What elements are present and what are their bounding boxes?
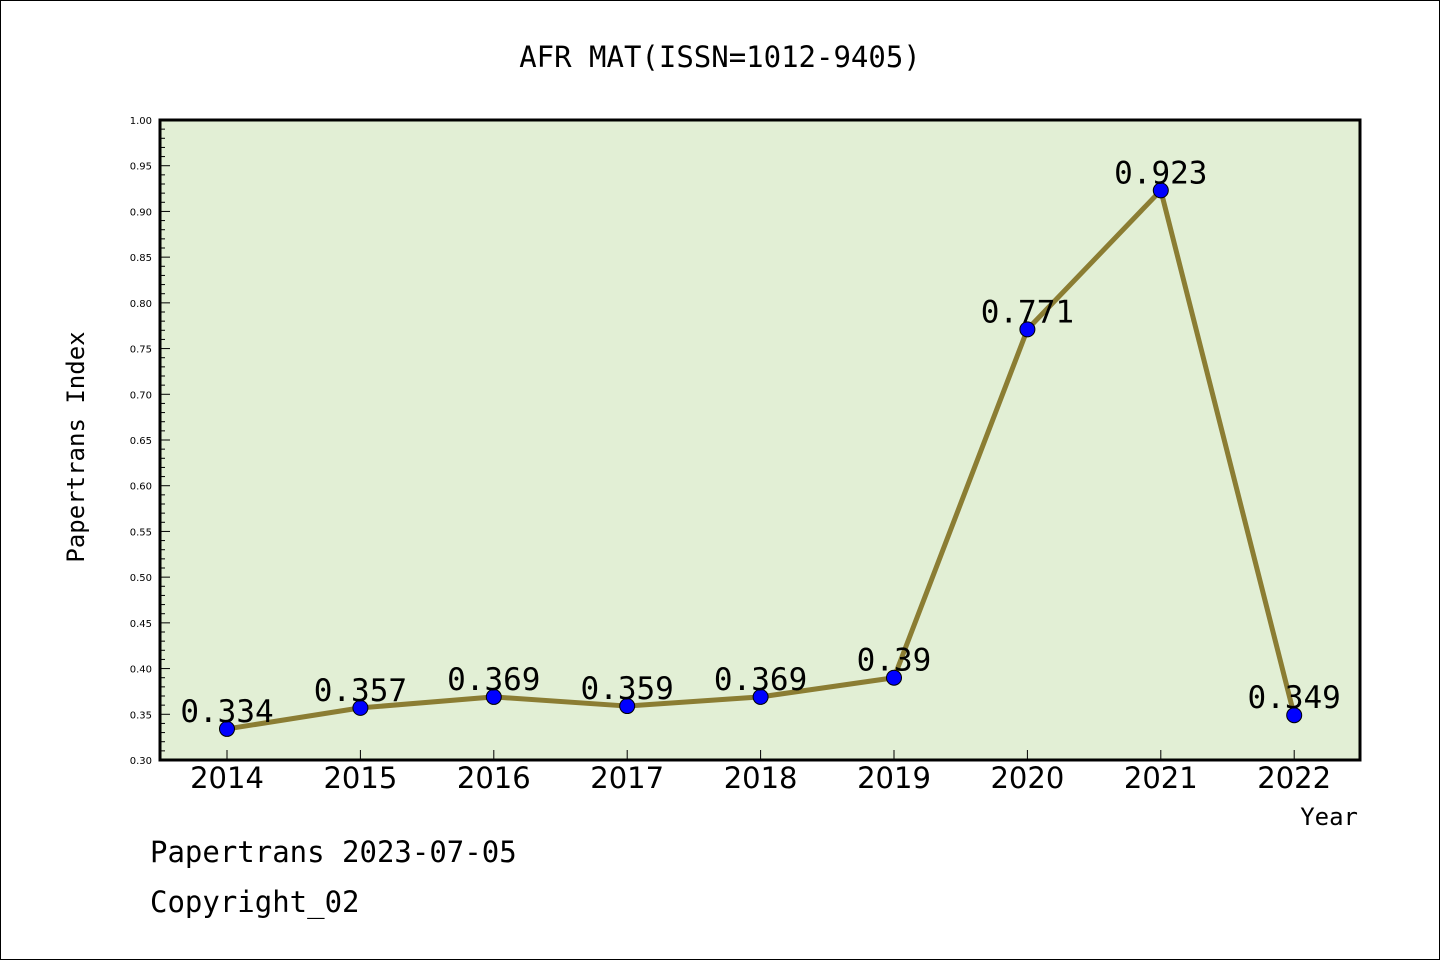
x-axis-label: Year	[1300, 803, 1358, 831]
data-point-2017	[619, 698, 636, 715]
x-tick-label: 2020	[990, 761, 1064, 795]
data-point-2018	[752, 688, 769, 705]
data-point-2016	[485, 688, 502, 705]
data-label-2018: 0.369	[714, 662, 807, 698]
footer-date: Papertrans 2023-07-05	[150, 835, 517, 869]
plot-area	[160, 120, 1360, 760]
y-axis-label: Papertrans Index	[62, 331, 90, 562]
y-tick-label: 0.50	[130, 573, 152, 584]
y-tick-label: 0.70	[130, 390, 152, 401]
footer-copyright: Copyright_02	[150, 885, 360, 919]
y-tick-label: 0.80	[130, 299, 152, 310]
data-label-2016: 0.369	[447, 662, 540, 698]
data-point-2022	[1286, 707, 1303, 724]
y-tick-label: 0.60	[130, 482, 152, 493]
series-papertrans-index	[219, 182, 1303, 737]
data-point-2014	[219, 720, 235, 737]
y-tick-label: 0.35	[130, 710, 152, 721]
x-tick-label: 2018	[724, 761, 798, 795]
y-tick-label: 0.45	[130, 619, 152, 630]
y-tick-label: 0.65	[130, 436, 152, 447]
data-labels: 0.334 0.357 0.369 0.359 0.369 0.39 0.771 0.923 0…	[180, 155, 1341, 730]
x-tick-label: 2014	[190, 761, 264, 795]
data-label-2020: 0.771	[981, 294, 1074, 330]
x-tick-label: 2021	[1124, 761, 1198, 795]
x-tick-label: 2016	[457, 761, 531, 795]
data-label-2017: 0.359	[581, 671, 674, 707]
y-tick-label: 0.40	[130, 665, 152, 676]
data-label-2022: 0.349	[1248, 680, 1341, 716]
data-label-2014: 0.334	[180, 694, 273, 730]
x-tick-label: 2022	[1257, 761, 1331, 795]
data-label-2021: 0.923	[1114, 155, 1207, 191]
x-tick-label: 2017	[590, 761, 664, 795]
data-label-2019: 0.39	[857, 643, 932, 679]
y-tick-label: 0.55	[130, 527, 152, 538]
y-tick-label: 0.75	[130, 345, 152, 356]
x-tick-label: 2015	[323, 761, 397, 795]
y-tick-label: 1.00	[130, 116, 152, 127]
data-point-2020	[1019, 321, 1036, 338]
chart-title: AFR MAT(ISSN=1012-9405)	[519, 40, 921, 74]
data-label-2015: 0.357	[314, 673, 407, 709]
y-tick-label: 0.90	[130, 207, 152, 218]
plot-border	[158, 118, 1362, 762]
y-tick-label: 0.95	[130, 162, 152, 173]
y-tick-label: 0.85	[130, 253, 152, 264]
data-point-2015	[352, 699, 369, 716]
y-tick-label: 0.30	[130, 756, 152, 767]
data-point-2021	[1152, 182, 1169, 199]
y-axis: 0.30 0.35 0.40 0.45 0.50 0.55 0.60 0.65 0.70 0.75…	[130, 116, 170, 767]
x-tick-label: 2019	[857, 761, 931, 795]
data-point-2019	[886, 669, 902, 686]
x-axis: 2014 2015 2016 2017 2018 2019 2020 2021 2022	[190, 750, 1331, 795]
